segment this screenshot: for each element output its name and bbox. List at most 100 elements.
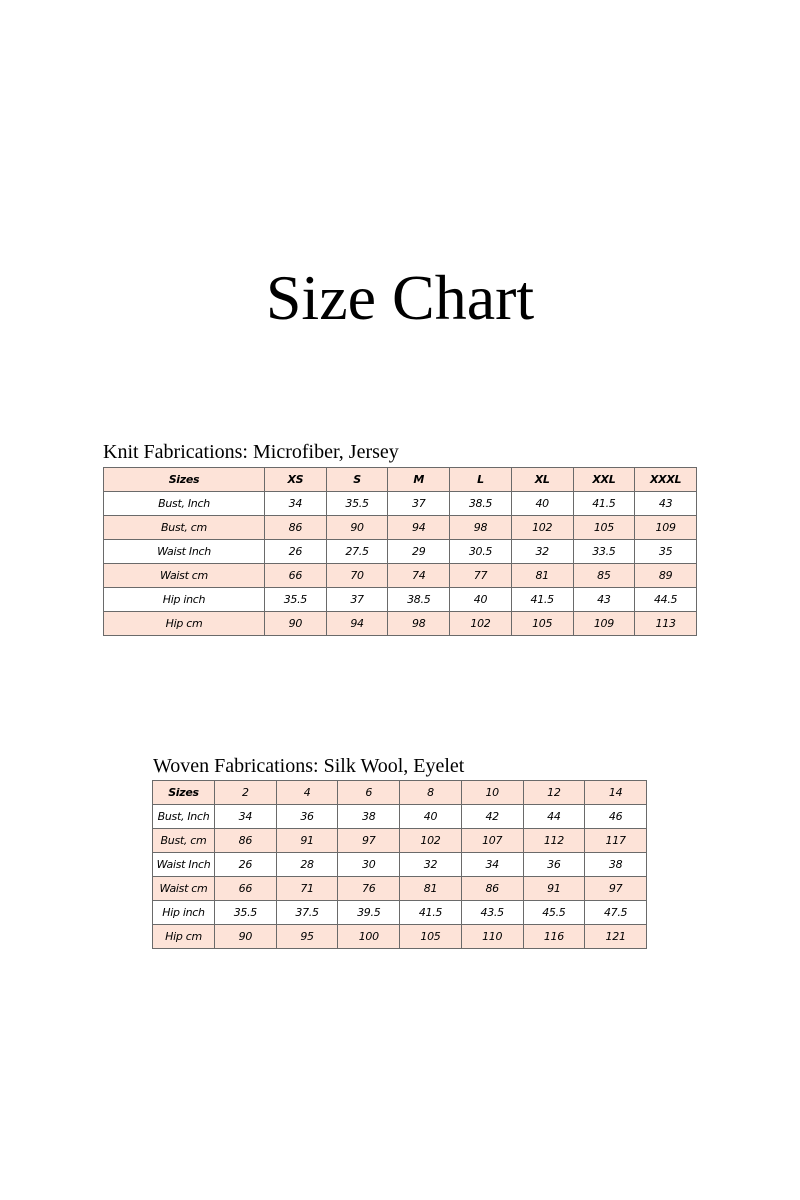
table-cell: 81 — [399, 876, 462, 901]
table-cell: 110 — [460, 924, 524, 949]
table-cell: 91 — [522, 876, 586, 901]
table-cell: 109 — [572, 611, 636, 636]
row-label: Waist Inch — [103, 539, 265, 564]
table-header-row: Sizes 2 4 6 8 10 12 14 — [152, 780, 647, 805]
table-cell: 112 — [522, 828, 586, 853]
table-cell: 40 — [399, 804, 462, 829]
table-cell: 43 — [572, 587, 636, 612]
table-cell: 76 — [337, 876, 401, 901]
table-row: Hip inch 35.5 37.5 39.5 41.5 43.5 45.5 47.5 — [152, 900, 647, 925]
table-cell: 33.5 — [572, 539, 636, 564]
table-cell: 102 — [510, 515, 574, 540]
table-cell: 41.5 — [399, 900, 462, 925]
table-row: Hip cm 90 94 98 102 105 109 113 — [103, 611, 697, 636]
table-cell: 41.5 — [510, 587, 574, 612]
table-cell: 10 — [460, 780, 524, 805]
table-cell: XL — [510, 467, 574, 492]
table-cell: 45.5 — [522, 900, 586, 925]
table-cell: 38 — [337, 804, 401, 829]
row-label: Waist Inch — [152, 852, 215, 877]
table-cell: 40 — [510, 491, 574, 516]
table-cell: 34 — [460, 852, 524, 877]
table-cell: 66 — [264, 563, 327, 588]
table-row: Bust, Inch 34 36 38 40 42 44 46 — [152, 804, 647, 829]
row-label: Hip cm — [152, 924, 215, 949]
row-label: Bust, Inch — [152, 804, 215, 829]
table-cell: 113 — [634, 611, 697, 636]
table-cell: 81 — [510, 563, 574, 588]
row-label: Waist cm — [152, 876, 215, 901]
table-cell: M — [387, 467, 451, 492]
table-cell: S — [325, 467, 389, 492]
table-cell: 28 — [275, 852, 339, 877]
table-cell: 35 — [634, 539, 697, 564]
table-cell: 38 — [584, 852, 647, 877]
table-cell: 30 — [337, 852, 401, 877]
table-cell: 12 — [522, 780, 586, 805]
table-cell: 105 — [399, 924, 462, 949]
table-cell: 89 — [634, 563, 697, 588]
row-label: Bust, cm — [152, 828, 215, 853]
table-cell: 77 — [449, 563, 512, 588]
table-cell: 42 — [460, 804, 524, 829]
table-cell: 8 — [399, 780, 462, 805]
row-label: Waist cm — [103, 563, 265, 588]
table-cell: 38.5 — [387, 587, 451, 612]
table-cell: 105 — [572, 515, 636, 540]
table-cell: 86 — [214, 828, 277, 853]
table-cell: 102 — [449, 611, 512, 636]
table-cell: 46 — [584, 804, 647, 829]
table-row: Bust, cm 86 90 94 98 102 105 109 — [103, 515, 697, 540]
table-cell: 2 — [214, 780, 277, 805]
table-cell: 32 — [399, 852, 462, 877]
table-row: Hip inch 35.5 37 38.5 40 41.5 43 44.5 — [103, 587, 697, 612]
table-cell: L — [449, 467, 512, 492]
table-cell: 41.5 — [572, 491, 636, 516]
table-cell: 98 — [387, 611, 451, 636]
row-label: Sizes — [152, 780, 215, 805]
table-cell: 121 — [584, 924, 647, 949]
table-cell: 36 — [275, 804, 339, 829]
table-cell: 38.5 — [449, 491, 512, 516]
page-title: Size Chart — [265, 262, 535, 333]
row-label: Hip inch — [152, 900, 215, 925]
row-label: Hip cm — [103, 611, 265, 636]
table-cell: 90 — [325, 515, 389, 540]
table-cell: 29 — [387, 539, 451, 564]
table-cell: 105 — [510, 611, 574, 636]
table-cell: 37 — [325, 587, 389, 612]
table-cell: 47.5 — [584, 900, 647, 925]
table-cell: 90 — [264, 611, 327, 636]
woven-size-table: Sizes 2 4 6 8 10 12 14 Bust, Inch 34 36 38 40 42 44 46 B… — [152, 780, 647, 949]
table-cell: 44 — [522, 804, 586, 829]
table-cell: 97 — [584, 876, 647, 901]
table-cell: 35.5 — [264, 587, 327, 612]
table-cell: XXL — [572, 467, 636, 492]
table-cell: 34 — [264, 491, 327, 516]
table-row: Waist Inch 26 28 30 32 34 36 38 — [152, 852, 647, 877]
table-row: Waist Inch 26 27.5 29 30.5 32 33.5 35 — [103, 539, 697, 564]
table-cell: 34 — [214, 804, 277, 829]
table-row: Waist cm 66 70 74 77 81 85 89 — [103, 563, 697, 588]
table-cell: 30.5 — [449, 539, 512, 564]
table-cell: 95 — [275, 924, 339, 949]
table-row: Waist cm 66 71 76 81 86 91 97 — [152, 876, 647, 901]
table-cell: 94 — [387, 515, 451, 540]
table-cell: 86 — [460, 876, 524, 901]
table-cell: 4 — [275, 780, 339, 805]
table-cell: 37.5 — [275, 900, 339, 925]
table-row: Bust, Inch 34 35.5 37 38.5 40 41.5 43 — [103, 491, 697, 516]
table-cell: 43 — [634, 491, 697, 516]
table-cell: 94 — [325, 611, 389, 636]
table-cell: 86 — [264, 515, 327, 540]
row-label: Sizes — [103, 467, 265, 492]
table-cell: 71 — [275, 876, 339, 901]
table-row: Bust, cm 86 91 97 102 107 112 117 — [152, 828, 647, 853]
table-header-row: Sizes XS S M L XL XXL XXXL — [103, 467, 697, 492]
knit-size-table: Sizes XS S M L XL XXL XXXL Bust, Inch 34 35.5 37 38.… — [103, 467, 697, 636]
table-cell: 27.5 — [325, 539, 389, 564]
table-cell: 6 — [337, 780, 401, 805]
table-cell: 36 — [522, 852, 586, 877]
table-cell: 90 — [214, 924, 277, 949]
table-cell: 107 — [460, 828, 524, 853]
